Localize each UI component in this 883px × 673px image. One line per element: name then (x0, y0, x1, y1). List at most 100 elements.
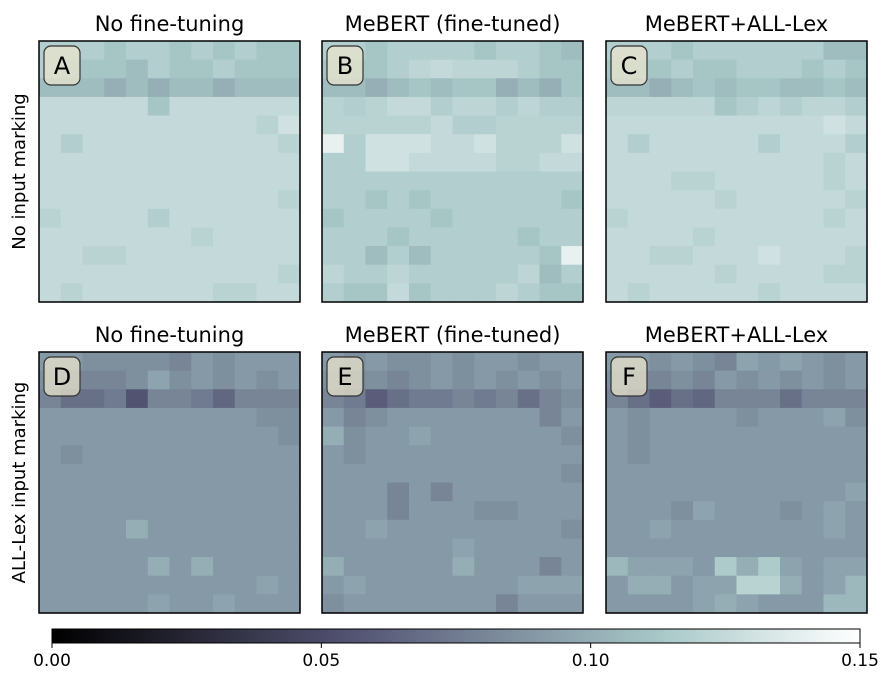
heatmap-cell (256, 264, 279, 284)
heatmap-cell (322, 594, 345, 614)
heatmap-cell (627, 538, 651, 558)
heatmap-cell (693, 134, 716, 154)
heatmap-cell (736, 519, 759, 540)
heatmap-cell (452, 152, 475, 173)
heatmap-cell (627, 426, 651, 446)
heatmap-cell (452, 115, 475, 135)
heatmap-cell (82, 96, 105, 117)
heatmap-cell (845, 41, 868, 61)
heatmap-cell (213, 283, 236, 303)
heatmap-cell (780, 208, 803, 229)
heatmap-cell (278, 519, 301, 540)
heatmap-cell (452, 96, 475, 117)
heatmap-cell (213, 246, 236, 266)
panel-frame (605, 40, 868, 303)
heatmap-cell (693, 59, 716, 79)
heatmap-cell (627, 115, 651, 135)
heatmap-cell (693, 445, 716, 465)
heatmap-cell (649, 594, 672, 614)
panel-frame (38, 351, 301, 614)
heatmap-cell (191, 463, 214, 484)
heatmap-cell (191, 115, 214, 135)
heatmap-cell (430, 115, 454, 135)
heatmap-cell (714, 445, 738, 465)
heatmap-cell (736, 575, 759, 595)
heatmap-cell (169, 227, 192, 247)
heatmap-cell (365, 370, 388, 390)
heatmap-cell (845, 208, 868, 229)
heatmap-cell (278, 482, 301, 502)
heatmap-cell (169, 463, 192, 484)
heatmap-cell (169, 370, 192, 390)
heatmap-cell (474, 445, 497, 465)
heatmap-cell (126, 115, 149, 135)
heatmap-cell (736, 41, 759, 61)
heatmap-cell (823, 426, 846, 446)
heatmap-cell (256, 78, 279, 98)
heatmap-cell (823, 370, 846, 390)
heatmap-cell (343, 227, 367, 247)
heatmap-cell (649, 41, 672, 61)
colorbar-tick-label: 0.10 (572, 651, 610, 671)
heatmap-cell (649, 246, 672, 266)
colorbar-tick-label: 0.00 (33, 651, 71, 671)
heatmap-cell (322, 445, 345, 465)
heatmap-cell (736, 227, 759, 247)
heatmap-cell (649, 482, 672, 502)
heatmap-cell (780, 557, 803, 577)
heatmap-cell (39, 115, 62, 135)
heatmap-cell (430, 594, 454, 614)
heatmap-cell (823, 96, 846, 117)
heatmap-cell (365, 538, 388, 558)
heatmap-cell (256, 463, 279, 484)
heatmap-cell (60, 208, 84, 229)
heatmap-cell (104, 115, 127, 135)
heatmap-cell (736, 407, 759, 428)
heatmap-cell (801, 59, 825, 79)
heatmap-cell (801, 407, 825, 428)
panel-title: No fine-tuning (95, 12, 245, 36)
heatmap-cell (736, 352, 759, 372)
heatmap-cell (409, 463, 432, 484)
heatmap-cell (474, 264, 497, 284)
heatmap-cell (474, 246, 497, 266)
heatmap-cell (496, 575, 519, 595)
heatmap-cell (387, 227, 410, 247)
heatmap-cell (517, 594, 541, 614)
heatmap-cell (780, 594, 803, 614)
heatmap-cell (496, 190, 519, 210)
panel-letter-box (610, 45, 648, 86)
heatmap-cell (278, 227, 301, 247)
heatmap-cell (387, 152, 410, 173)
heatmap-cell (343, 407, 367, 428)
heatmap-cell (845, 190, 868, 210)
heatmap-cell (147, 41, 171, 61)
heatmap-cell (801, 283, 825, 303)
colorbar-tick-label: 0.05 (302, 651, 340, 671)
heatmap-cell (82, 171, 105, 191)
heatmap-cell (845, 134, 868, 154)
heatmap-cell (234, 557, 258, 577)
heatmap-cell (322, 538, 345, 558)
heatmap-cell (409, 445, 432, 465)
heatmap-cell (39, 407, 62, 428)
heatmap-cell (845, 519, 868, 540)
heatmap-cell (823, 352, 846, 372)
heatmap-cell (780, 78, 803, 98)
heatmap-cell (126, 152, 149, 173)
heatmap-cell (234, 538, 258, 558)
heatmap-cell (496, 426, 519, 446)
heatmap-cell (539, 96, 562, 117)
heatmap-cell (714, 463, 738, 484)
heatmap-cell (452, 208, 475, 229)
heatmap-cell (409, 59, 432, 79)
heatmap-cell (474, 575, 497, 595)
heatmap-cell (126, 482, 149, 502)
heatmap-cell (191, 134, 214, 154)
heatmap-cell (606, 246, 629, 266)
heatmap-cell (191, 519, 214, 540)
heatmap-cell (496, 208, 519, 229)
heatmap-cell (517, 190, 541, 210)
heatmap-cell (39, 519, 62, 540)
